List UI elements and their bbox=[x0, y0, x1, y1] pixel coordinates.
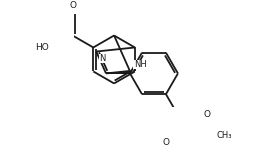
Text: NH: NH bbox=[134, 60, 146, 69]
Text: O: O bbox=[162, 138, 169, 147]
Text: CH₃: CH₃ bbox=[216, 131, 232, 140]
Text: O: O bbox=[69, 1, 76, 10]
Text: O: O bbox=[204, 111, 211, 120]
Text: HO: HO bbox=[36, 43, 49, 52]
Text: N: N bbox=[99, 54, 106, 63]
